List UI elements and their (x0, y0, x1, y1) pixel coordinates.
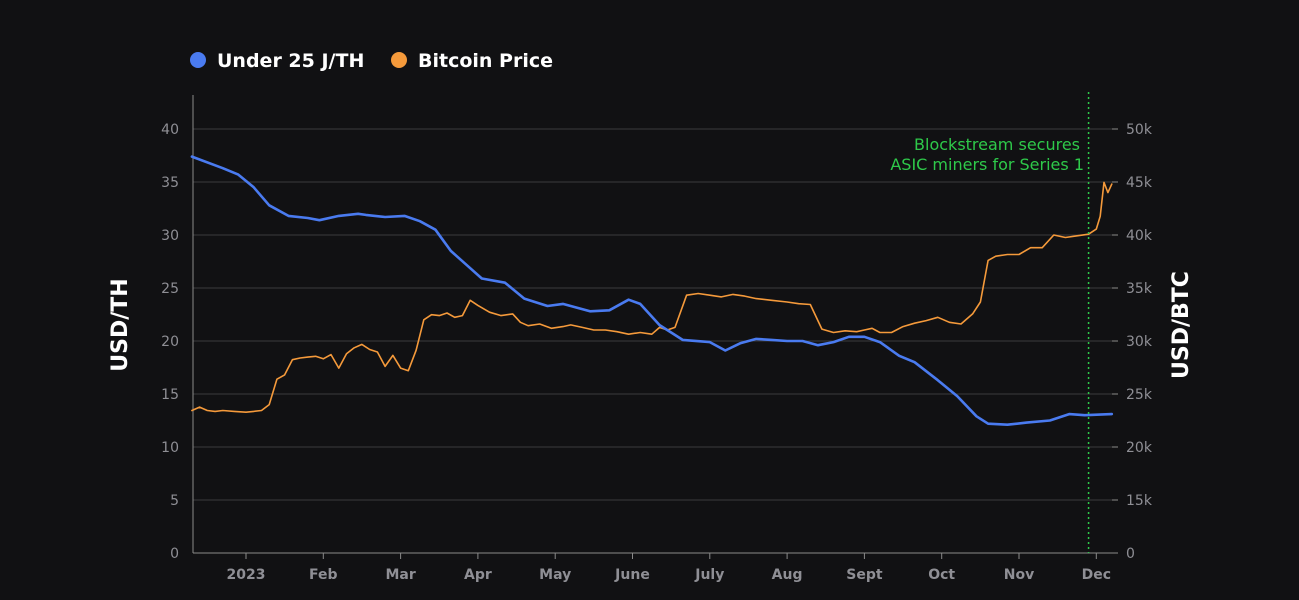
y-left-tick-label: 30 (161, 228, 179, 244)
annotation-text-line-2: ASIC miners for Series 1 (890, 155, 1084, 174)
x-tick-label: Mar (385, 567, 415, 583)
y-right-tick-label: 35k (1126, 281, 1153, 297)
x-tick-label: Nov (1004, 567, 1034, 583)
y-axis-right-title: USD/BTC (1169, 271, 1194, 379)
series-line-bitcoin-price (191, 181, 1113, 414)
y-left-tick-label: 10 (161, 440, 179, 456)
y-left-tick-label: 15 (161, 387, 179, 403)
legend-marker-under-25-jth (190, 52, 206, 68)
y-left-tick-label: 40 (161, 122, 179, 138)
legend-item-bitcoin-price[interactable]: Bitcoin Price (391, 50, 553, 72)
y-axis-left-title: USD/TH (108, 278, 133, 371)
series-group (190, 155, 1114, 427)
x-tick-label: Oct (928, 567, 955, 583)
y-left-tick-label: 0 (170, 546, 179, 562)
y-right-tick-label: 40k (1126, 228, 1153, 244)
x-tick-label: Aug (772, 567, 803, 583)
y-left-tick-label: 35 (161, 175, 179, 191)
legend: Under 25 J/TH Bitcoin Price (190, 50, 553, 72)
x-tick-label: Dec (1082, 567, 1111, 583)
gridlines (193, 128, 1112, 501)
x-tick-label: June (614, 567, 650, 583)
x-tick-label: May (539, 567, 571, 583)
y-left-tick-label: 20 (161, 334, 179, 350)
x-tick-label: 2023 (227, 567, 266, 583)
y-right-tick-label: 20k (1126, 440, 1153, 456)
legend-label-bitcoin-price: Bitcoin Price (418, 50, 553, 72)
x-tick-label: July (694, 567, 724, 583)
x-axis-ticks: 2023 Feb Mar Apr May June July Aug Sept Oct Nov Dec (227, 553, 1111, 583)
legend-marker-bitcoin-price (391, 52, 407, 68)
y-right-tick-label: 25k (1126, 387, 1153, 403)
y-right-tick-label: 15k (1126, 493, 1153, 509)
x-tick-label: Sept (846, 567, 883, 583)
y-right-tick-label: 0 (1126, 546, 1135, 562)
y-right-tick-label: 50k (1126, 122, 1153, 138)
y-axis-right-ticks: 0 15k 20k 25k 30k 35k 40k 45k 50k (1112, 122, 1153, 562)
series-line-under-25-j-th (190, 155, 1114, 427)
y-right-tick-label: 30k (1126, 334, 1153, 350)
legend-item-under-25-jth[interactable]: Under 25 J/TH (190, 50, 364, 72)
legend-label-under-25-jth: Under 25 J/TH (217, 50, 364, 72)
y-left-tick-label: 5 (170, 493, 179, 509)
y-right-tick-label: 45k (1126, 175, 1153, 191)
annotation-text-line-1: Blockstream secures (914, 135, 1080, 154)
annotation: Blockstream secures ASIC miners for Seri… (890, 92, 1090, 553)
y-left-tick-label: 25 (161, 281, 179, 297)
axes (192, 95, 1112, 554)
x-tick-label: Apr (464, 567, 492, 583)
y-axis-left-ticks: 0 5 10 15 20 25 30 35 40 (161, 122, 179, 562)
x-tick-label: Feb (309, 567, 338, 583)
